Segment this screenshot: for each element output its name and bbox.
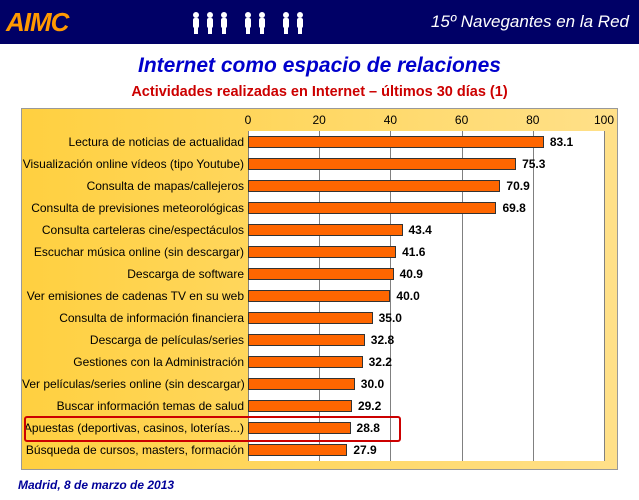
bar-value: 28.8 [357, 417, 380, 439]
chart-row: Búsqueda de cursos, masters, formación 27… [22, 439, 617, 461]
row-label: Consulta de mapas/callejeros [22, 175, 244, 197]
bar-value: 29.2 [358, 395, 381, 417]
axis-tick-label: 40 [384, 113, 397, 127]
header-bar: AIMC 15º Navegantes en la Red [0, 0, 639, 44]
chart-row: Visualización online vídeos (tipo Youtub… [22, 153, 617, 175]
row-label: Apuestas (deportivas, casinos, loterías.… [22, 417, 244, 439]
chart-row: Gestiones con la Administración 32.2 [22, 351, 617, 373]
bar [248, 444, 347, 456]
row-label: Descarga de software [22, 263, 244, 285]
bar-value: 69.8 [502, 197, 525, 219]
chart-row: Ver emisiones de cadenas TV en su web 40.… [22, 285, 617, 307]
chart-row: Consulta de información financiera 35.0 [22, 307, 617, 329]
bar-value: 40.9 [400, 263, 423, 285]
bar [248, 312, 373, 324]
bar-value: 32.2 [369, 351, 392, 373]
bar-value: 75.3 [522, 153, 545, 175]
chart-subtitle: Actividades realizadas en Internet – últ… [0, 84, 639, 100]
row-label: Lectura de noticias de actualidad [22, 131, 244, 153]
logo: AIMC [6, 9, 68, 35]
chart-row: Buscar información temas de salud 29.2 [22, 395, 617, 417]
bar-value: 30.0 [361, 373, 384, 395]
row-label: Descarga de películas/series [22, 329, 244, 351]
chart-row: Lectura de noticias de actualidad 83.1 [22, 131, 617, 153]
chart-row: Consulta de mapas/callejeros 70.9 [22, 175, 617, 197]
row-label: Consulta de información financiera [22, 307, 244, 329]
row-label: Consulta carteleras cine/espectáculos [22, 219, 244, 241]
bar [248, 378, 355, 390]
row-label: Buscar información temas de salud [22, 395, 244, 417]
axis-tick-label: 20 [313, 113, 326, 127]
chart-rows: Lectura de noticias de actualidad 83.1 Vis… [22, 131, 617, 461]
bar-value: 27.9 [353, 439, 376, 461]
axis-tick-label: 60 [455, 113, 468, 127]
chart-row: Escuchar música online (sin descargar) 41… [22, 241, 617, 263]
bar-value: 35.0 [379, 307, 402, 329]
bar-value: 43.4 [409, 219, 432, 241]
page-title: Internet como espacio de relaciones [0, 54, 639, 78]
row-label: Consulta de previsiones meteorológicas [22, 197, 244, 219]
bar-value: 83.1 [550, 131, 573, 153]
logo-text: AIMC [6, 7, 68, 37]
bar [248, 422, 351, 434]
row-label: Escuchar música online (sin descargar) [22, 241, 244, 263]
bar [248, 180, 500, 192]
bar [248, 334, 365, 346]
bar-value: 40.0 [396, 285, 419, 307]
row-label: Búsqueda de cursos, masters, formación [22, 439, 244, 461]
bar [248, 224, 403, 236]
bar [248, 202, 496, 214]
bar [248, 400, 352, 412]
bar [248, 268, 394, 280]
row-label: Visualización online vídeos (tipo Youtub… [22, 153, 244, 175]
chart-row: Consulta de previsiones meteorológicas 69… [22, 197, 617, 219]
chart-row: Apuestas (deportivas, casinos, loterías.… [22, 417, 617, 439]
bar-value: 32.8 [371, 329, 394, 351]
chart-row: Consulta carteleras cine/espectáculos 43.… [22, 219, 617, 241]
footer-text: Madrid, 8 de marzo de 2013 [0, 470, 639, 492]
bar [248, 158, 516, 170]
bar-value: 70.9 [506, 175, 529, 197]
people-icon [68, 0, 430, 44]
header-subtitle: 15º Navegantes en la Red [431, 12, 629, 32]
row-label: Ver películas/series online (sin descarg… [22, 373, 244, 395]
chart-row: Descarga de películas/series 32.8 [22, 329, 617, 351]
axis-tick-label: 100 [594, 113, 614, 127]
row-label: Ver emisiones de cadenas TV en su web [22, 285, 244, 307]
bar [248, 290, 390, 302]
chart-row: Descarga de software 40.9 [22, 263, 617, 285]
bar-value: 41.6 [402, 241, 425, 263]
axis-tick-label: 0 [245, 113, 252, 127]
bar [248, 136, 544, 148]
row-label: Gestiones con la Administración [22, 351, 244, 373]
chart-row: Ver películas/series online (sin descarg… [22, 373, 617, 395]
chart-container: 0 20 40 60 80 100 Lectura de noticias de actu… [21, 108, 618, 470]
bar [248, 246, 396, 258]
axis-tick-label: 80 [526, 113, 539, 127]
bar [248, 356, 363, 368]
